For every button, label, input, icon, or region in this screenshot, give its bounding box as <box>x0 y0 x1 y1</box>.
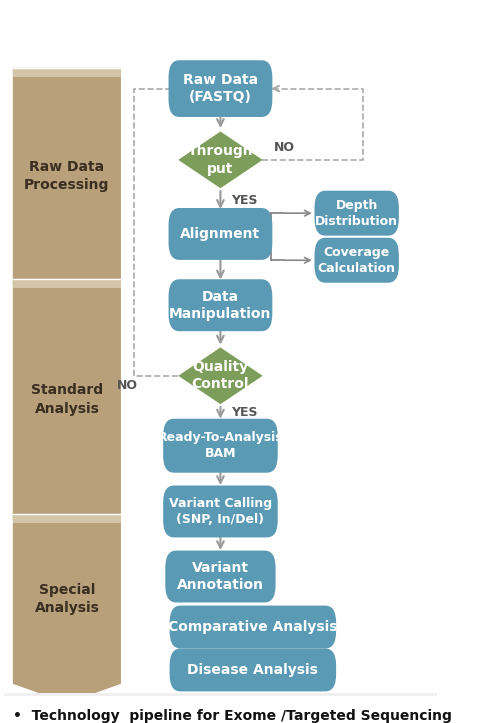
Text: Variant Calling
(SNP, In/Del): Variant Calling (SNP, In/Del) <box>169 497 272 526</box>
Text: Raw Data
Processing: Raw Data Processing <box>24 160 109 192</box>
Text: YES: YES <box>232 194 258 208</box>
Text: Coverage
Calculation: Coverage Calculation <box>318 246 396 275</box>
FancyBboxPatch shape <box>168 279 272 331</box>
Text: Ready-To-Analysis
BAM: Ready-To-Analysis BAM <box>158 431 283 461</box>
Polygon shape <box>13 514 121 703</box>
Polygon shape <box>13 279 121 288</box>
Polygon shape <box>13 68 121 304</box>
FancyBboxPatch shape <box>168 208 272 260</box>
Text: •  Technology  pipeline for Exome /Targeted Sequencing: • Technology pipeline for Exome /Targete… <box>13 709 452 722</box>
FancyBboxPatch shape <box>163 486 278 537</box>
FancyBboxPatch shape <box>168 60 272 117</box>
Polygon shape <box>178 132 262 188</box>
Text: Data
Manipulation: Data Manipulation <box>169 290 272 321</box>
Text: Raw Data
(FASTQ): Raw Data (FASTQ) <box>183 73 258 104</box>
Text: NO: NO <box>117 379 138 392</box>
Text: Standard
Analysis: Standard Analysis <box>31 383 103 416</box>
FancyBboxPatch shape <box>314 191 399 236</box>
Text: Depth
Distribution: Depth Distribution <box>315 199 398 228</box>
Text: Special
Analysis: Special Analysis <box>34 583 100 615</box>
Text: Through
put: Through put <box>188 144 253 176</box>
Text: Variant
Annotation: Variant Annotation <box>177 561 264 592</box>
Text: Disease Analysis: Disease Analysis <box>188 663 318 677</box>
Text: Comparative Analysis: Comparative Analysis <box>168 620 338 634</box>
FancyBboxPatch shape <box>163 419 278 473</box>
Polygon shape <box>13 514 121 523</box>
FancyBboxPatch shape <box>4 693 436 723</box>
FancyBboxPatch shape <box>170 649 336 691</box>
Polygon shape <box>13 279 121 539</box>
FancyBboxPatch shape <box>314 238 399 283</box>
Text: Quality
Control: Quality Control <box>192 360 249 391</box>
Text: YES: YES <box>232 406 258 419</box>
Polygon shape <box>13 68 121 77</box>
Text: NO: NO <box>274 141 295 154</box>
FancyBboxPatch shape <box>170 606 336 649</box>
Polygon shape <box>178 348 262 404</box>
Text: Alignment: Alignment <box>180 227 260 241</box>
FancyBboxPatch shape <box>166 550 276 602</box>
